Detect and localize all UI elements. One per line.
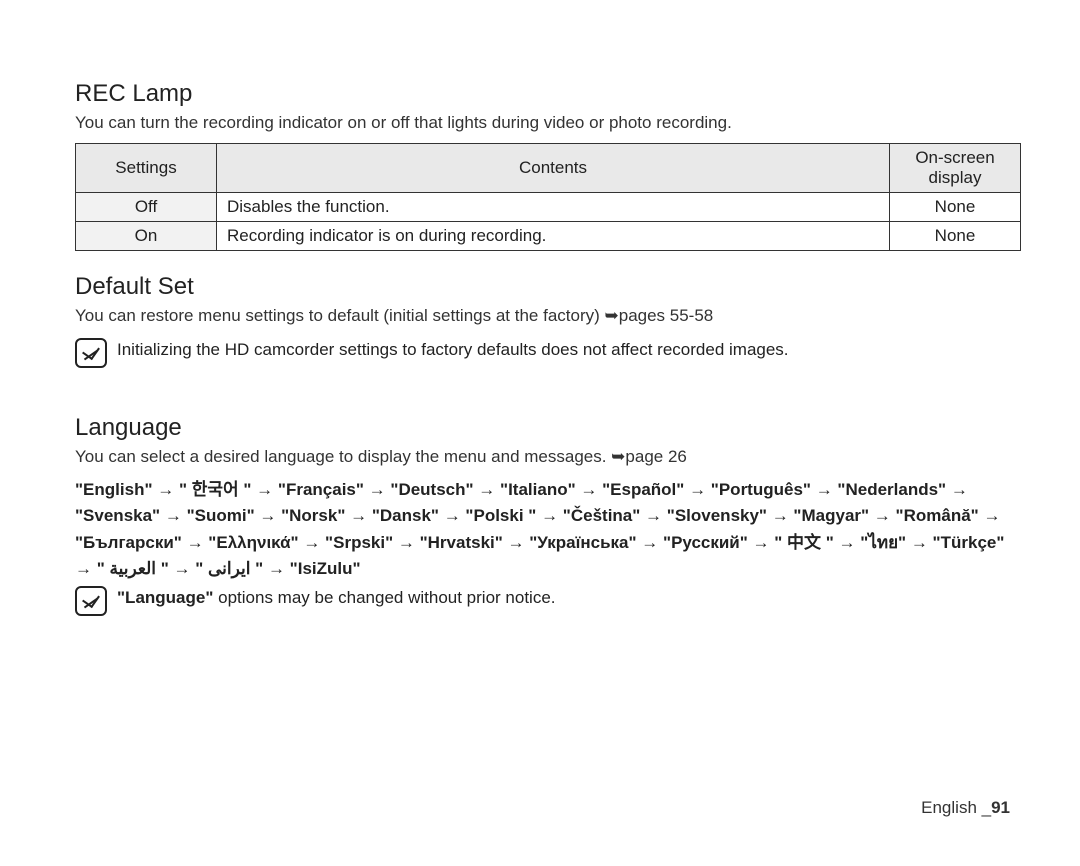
language-note: "Language" options may be changed withou…: [75, 584, 1020, 616]
table-header-row: Settings Contents On-screen display: [76, 143, 1021, 192]
th-display: On-screen display: [890, 143, 1021, 192]
cell-setting: Off: [76, 192, 217, 221]
th-settings: Settings: [76, 143, 217, 192]
rec-lamp-title: REC Lamp: [75, 80, 1020, 108]
default-set-title: Default Set: [75, 273, 1020, 301]
default-set-note: Initializing the HD camcorder settings t…: [75, 336, 1020, 368]
language-note-text: "Language" options may be changed withou…: [117, 584, 556, 610]
language-desc: You can select a desired language to dis…: [75, 446, 1020, 469]
footer-page: 91: [991, 798, 1010, 817]
language-title: Language: [75, 414, 1020, 442]
language-note-rest: options may be changed without prior not…: [213, 588, 555, 607]
language-note-bold: "Language": [117, 588, 213, 607]
language-list: "English" → " 한국어 " → "Français" → "Deut…: [75, 477, 1020, 582]
cell-content: Recording indicator is on during recordi…: [217, 221, 890, 250]
rec-lamp-desc: You can turn the recording indicator on …: [75, 112, 1020, 135]
table-row: Off Disables the function. None: [76, 192, 1021, 221]
default-set-note-text: Initializing the HD camcorder settings t…: [117, 336, 789, 362]
footer-lang: English _: [921, 798, 991, 817]
cell-setting: On: [76, 221, 217, 250]
rec-lamp-table: Settings Contents On-screen display Off …: [75, 143, 1021, 251]
table-row: On Recording indicator is on during reco…: [76, 221, 1021, 250]
cell-display: None: [890, 192, 1021, 221]
manual-page: REC Lamp You can turn the recording indi…: [0, 0, 1080, 866]
note-icon: [75, 338, 107, 368]
page-footer: English _91: [921, 798, 1010, 818]
default-set-desc: You can restore menu settings to default…: [75, 305, 1020, 328]
cell-display: None: [890, 221, 1021, 250]
note-icon: [75, 586, 107, 616]
cell-content: Disables the function.: [217, 192, 890, 221]
th-contents: Contents: [217, 143, 890, 192]
